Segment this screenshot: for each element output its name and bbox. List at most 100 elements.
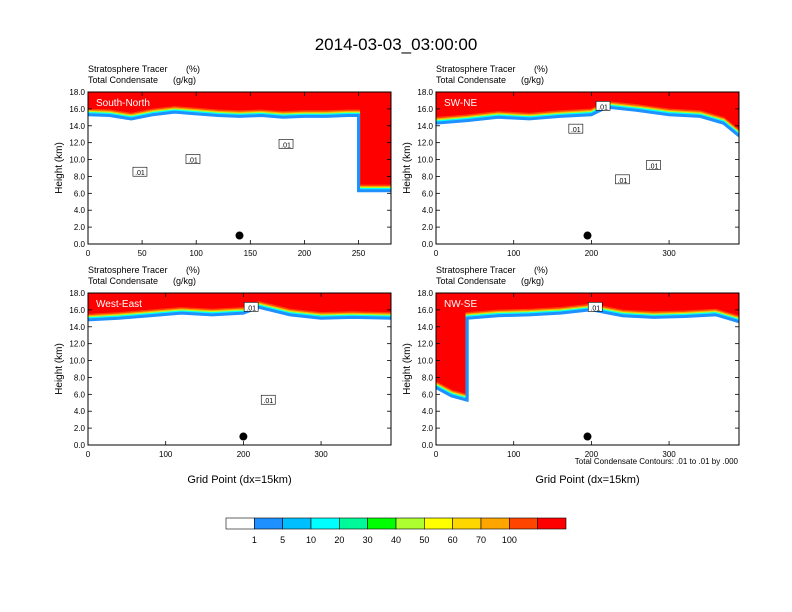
colorbar-segment xyxy=(509,517,538,530)
y-tick-label: 12.0 xyxy=(417,340,433,349)
contour-label: .01 xyxy=(598,104,608,111)
x-tick-label: 150 xyxy=(244,249,258,258)
y-axis-label: Height (km) xyxy=(402,142,413,194)
panel-plot-area: .01 xyxy=(436,293,739,441)
y-axis-label: Height (km) xyxy=(402,343,413,395)
contour-label-box xyxy=(132,166,148,177)
contour-label: .01 xyxy=(246,305,256,312)
colorbar-segment xyxy=(452,517,482,530)
tracer-band-4 xyxy=(436,307,739,401)
x-tick-label: 300 xyxy=(662,249,676,258)
x-tick-label: 300 xyxy=(314,450,328,459)
y-tick-label: 4.0 xyxy=(422,407,434,416)
panel-label: SW-NE xyxy=(444,98,477,109)
y-tick-label: 0.0 xyxy=(74,441,86,450)
panel-header-tracer-units: (%) xyxy=(534,64,548,74)
y-tick-label: 6.0 xyxy=(422,390,434,399)
colorbar-segment xyxy=(282,517,312,530)
x-tick-label: 0 xyxy=(86,249,91,258)
y-tick-label: 8.0 xyxy=(74,172,86,181)
contour-label: .01 xyxy=(188,158,198,165)
colorbar-segment xyxy=(367,517,397,530)
panel-1: Stratosphere Tracer (%) Total Condensate (g… xyxy=(54,64,392,258)
panel-frame xyxy=(435,292,740,446)
y-tick-label: 12.0 xyxy=(69,139,85,148)
colorbar-label: 10 xyxy=(306,535,316,545)
colorbar-segment xyxy=(480,517,510,530)
colorbar-segment xyxy=(537,517,567,530)
x-axis-label: Grid Point (dx=15km) xyxy=(187,474,291,486)
colorbar-segment xyxy=(310,517,340,530)
y-tick-label: 4.0 xyxy=(74,206,86,215)
x-tick-label: 300 xyxy=(662,450,676,459)
y-tick-label: 12.0 xyxy=(69,340,85,349)
contour-label-box xyxy=(646,160,661,170)
y-tick-label: 16.0 xyxy=(417,306,433,315)
panel-plot-area: .01 .01 .01 .01 xyxy=(436,92,739,240)
location-marker xyxy=(583,432,592,441)
panel-header-condensate-units: (g/kg) xyxy=(173,75,196,85)
panel-frame xyxy=(87,91,392,245)
colorbar-label: 70 xyxy=(476,535,486,545)
colorbar-segment xyxy=(225,517,255,530)
colorbar-label: 100 xyxy=(502,535,517,545)
x-tick-label: 200 xyxy=(298,249,312,258)
y-tick-label: 18.0 xyxy=(417,88,433,97)
x-tick-label: 100 xyxy=(190,249,204,258)
tracer-band-5 xyxy=(88,110,391,193)
panel-header-tracer: Stratosphere Tracer xyxy=(436,64,516,74)
location-marker xyxy=(583,231,592,240)
panel-label: NW-SE xyxy=(444,299,477,310)
panel-header-condensate: Total Condensate xyxy=(436,276,506,286)
contour-label-box xyxy=(185,154,201,164)
contour-label: .01 xyxy=(263,398,273,405)
x-tick-label: 50 xyxy=(138,249,147,258)
panel-header-condensate: Total Condensate xyxy=(88,75,158,85)
y-tick-label: 14.0 xyxy=(417,122,433,131)
y-tick-label: 6.0 xyxy=(422,189,434,198)
y-tick-label: 16.0 xyxy=(417,105,433,114)
panel-header-condensate: Total Condensate xyxy=(88,276,158,286)
panel-2: Stratosphere Tracer (%) Total Condensate (g… xyxy=(402,64,740,258)
location-marker xyxy=(239,432,248,441)
colorbar-segment xyxy=(395,517,425,530)
x-tick-label: 100 xyxy=(159,450,173,459)
y-tick-label: 18.0 xyxy=(69,289,85,298)
panel-header-condensate: Total Condensate xyxy=(436,75,506,85)
panel-header-condensate-units: (g/kg) xyxy=(173,276,196,286)
panel-frame xyxy=(87,292,392,446)
panel-plot-area: .01 .01 .01 xyxy=(88,92,391,240)
tracer-band-1 xyxy=(436,303,739,398)
y-tick-label: 18.0 xyxy=(417,289,433,298)
y-tick-label: 2.0 xyxy=(74,424,86,433)
x-tick-label: 200 xyxy=(585,450,599,459)
y-tick-label: 14.0 xyxy=(69,323,85,332)
y-tick-label: 10.0 xyxy=(69,357,85,366)
panel-label: South-North xyxy=(96,98,150,109)
y-tick-label: 2.0 xyxy=(74,223,86,232)
figure-title: 2014-03-03_03:00:00 xyxy=(315,35,478,54)
tracer-band-3 xyxy=(88,108,391,191)
colorbar-segment xyxy=(254,517,283,530)
y-tick-label: 6.0 xyxy=(74,390,86,399)
contour-label: .01 xyxy=(590,305,600,312)
x-tick-label: 100 xyxy=(507,450,521,459)
colorbar-segment xyxy=(339,517,368,530)
y-tick-label: 12.0 xyxy=(417,139,433,148)
y-tick-label: 2.0 xyxy=(422,223,434,232)
y-tick-label: 0.0 xyxy=(74,240,86,249)
contour-label: .01 xyxy=(649,163,659,170)
x-tick-label: 0 xyxy=(434,450,439,459)
colorbar-label: 5 xyxy=(280,535,285,545)
contour-label-box xyxy=(568,123,584,134)
tracer-band-5 xyxy=(436,105,739,137)
y-tick-label: 14.0 xyxy=(69,122,85,131)
y-tick-label: 4.0 xyxy=(74,407,86,416)
x-tick-label: 200 xyxy=(585,249,599,258)
contour-label-box xyxy=(243,302,259,312)
panel-header-tracer: Stratosphere Tracer xyxy=(88,64,168,74)
panel-header-condensate-units: (g/kg) xyxy=(521,75,544,85)
colorbar-label: 40 xyxy=(391,535,401,545)
panel-4: Stratosphere Tracer (%) Total Condensate (g… xyxy=(402,265,740,486)
